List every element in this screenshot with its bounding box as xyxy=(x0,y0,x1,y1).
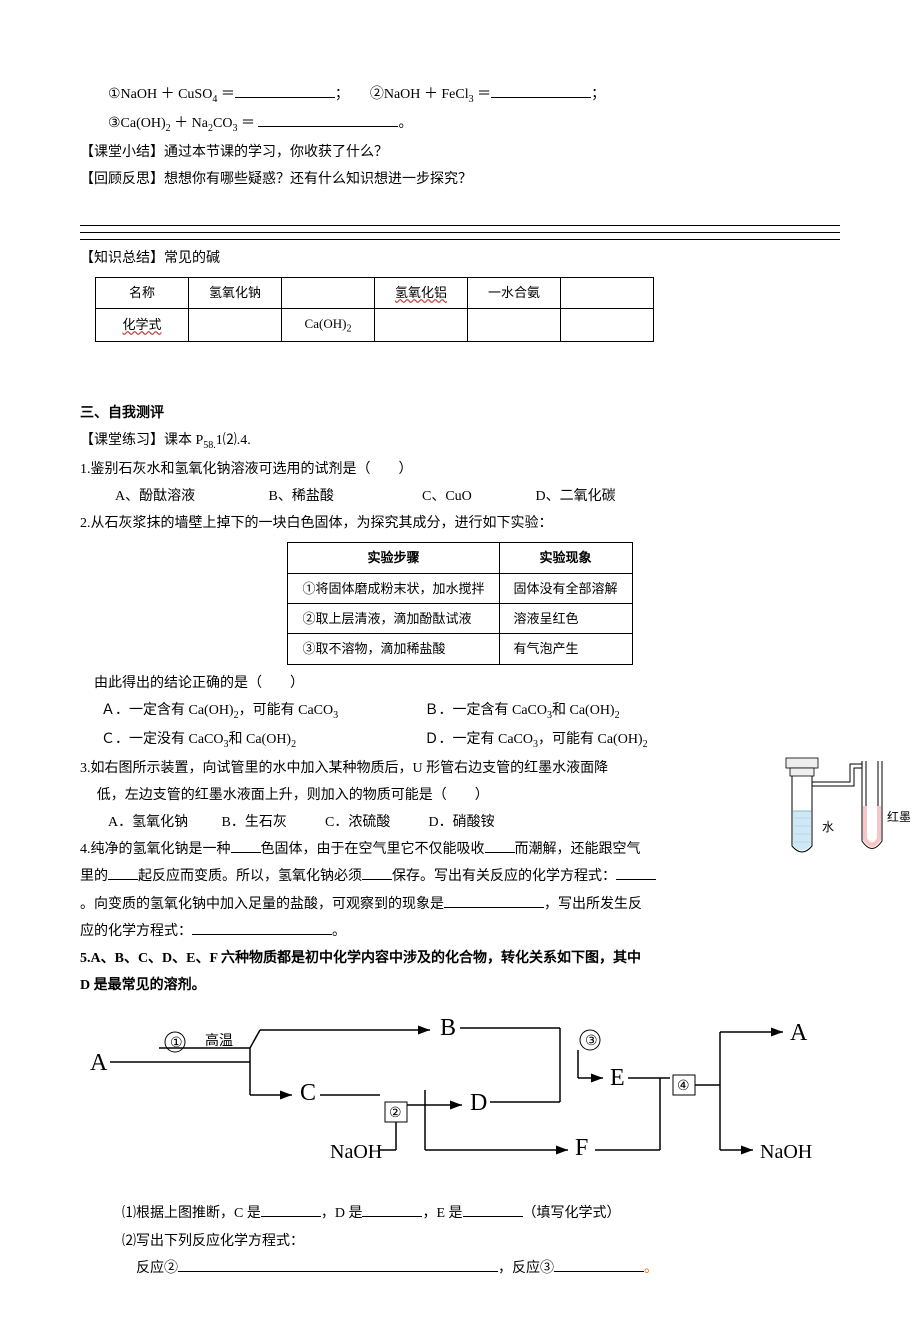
eq1-text: ①NaOH ＋ CuSO xyxy=(108,87,212,102)
practice-ref: 【课堂练习】课本 P58.1⑵.4. xyxy=(80,428,840,455)
cell: 一水合氨 xyxy=(468,278,561,308)
class-summary: 【课堂小结】通过本节课的学习，你收获了什么？ xyxy=(80,140,840,165)
question-5a: 5.A、B、C、D、E、F 六种物质都是初中化学内容中涉及的化合物，转化关系如下… xyxy=(80,946,840,971)
td: 有气泡产生 xyxy=(499,634,632,664)
svg-text:F: F xyxy=(575,1135,588,1161)
svg-text:高温: 高温 xyxy=(205,1032,233,1049)
knowledge-summary-title: 【知识总结】常见的碱 xyxy=(80,246,840,271)
cell: 氢氧化铝 xyxy=(395,285,447,300)
option-c: C、CuO xyxy=(422,484,532,509)
blank xyxy=(235,83,335,98)
question-4-line2: 里的起反应而变质。所以，氢氧化钠必须保存。写出有关反应的化学方程式： xyxy=(80,864,840,889)
q2-conclusion: 由此得出的结论正确的是（ ） xyxy=(80,671,840,696)
write-line xyxy=(80,232,840,233)
cell xyxy=(189,308,282,342)
svg-text:A: A xyxy=(790,1020,808,1046)
svg-text:NaOH: NaOH xyxy=(330,1141,382,1163)
q3-options: A．氢氧化钠 B．生石灰 C．浓硫酸 D．硝酸铵 xyxy=(80,810,840,835)
cell: 名称 xyxy=(96,278,189,308)
cell: 化学式 xyxy=(122,317,161,332)
review-reflection: 【回顾反思】想想你有哪些疑惑？还有什么知识想进一步探究？ xyxy=(80,167,840,192)
write-line xyxy=(80,225,840,226)
blank xyxy=(491,83,591,98)
svg-text:②: ② xyxy=(389,1106,402,1121)
cell xyxy=(561,278,654,308)
svg-text:A: A xyxy=(90,1050,108,1076)
cell xyxy=(282,278,375,308)
q1-options: A、酚酞溶液 B、稀盐酸 C、CuO D、二氧化碳 xyxy=(80,484,840,509)
bases-table: 名称 氢氧化钠 氢氧化铝 一水合氨 化学式 Ca(OH)2 xyxy=(95,277,654,342)
q5-sub1: ⑴根据上图推断，C 是，D 是，E 是（填写化学式） xyxy=(80,1201,840,1226)
q2-options-row1: Ａ．一定含有 Ca(OH)2，可能有 CaCO3 Ｂ．一定含有 CaCO3和 C… xyxy=(80,698,840,725)
td: 固体没有全部溶解 xyxy=(499,573,632,603)
blank xyxy=(258,112,398,127)
red-ink-label: 红墨水 xyxy=(887,809,910,824)
cell: 氢氧化钠 xyxy=(189,278,282,308)
section-3-title: 三、自我测评 xyxy=(80,401,840,426)
svg-text:C: C xyxy=(300,1080,316,1106)
svg-text:③: ③ xyxy=(585,1034,598,1049)
option-c: C．浓硫酸 xyxy=(325,810,425,835)
svg-text:D: D xyxy=(470,1090,487,1116)
th: 实验现象 xyxy=(499,543,632,573)
cell: Ca(OH)2 xyxy=(282,308,375,342)
svg-text:④: ④ xyxy=(677,1079,690,1094)
apparatus-diagram: 水 红墨水 xyxy=(780,756,910,866)
equation-line-2: ③Ca(OH)2 ＋ Na2CO3 ＝ 。 xyxy=(80,111,840,138)
td: ③取不溶物，滴加稀盐酸 xyxy=(288,634,499,664)
water-label: 水 xyxy=(822,820,834,834)
option-d: D．硝酸铵 xyxy=(429,810,495,835)
question-3b: 低，左边支管的红墨水液面上升，则加入的物质可能是（ ） xyxy=(80,783,840,808)
equation-line-1: ①NaOH ＋ CuSO4 ＝； ②NaOH ＋ FeCl3 ＝； xyxy=(80,82,840,109)
svg-text:B: B xyxy=(440,1015,456,1041)
option-a: A、酚酞溶液 xyxy=(115,484,265,509)
question-5b: D 是最常见的溶剂。 xyxy=(80,973,840,998)
option-a: A．氢氧化钠 xyxy=(108,810,218,835)
write-line xyxy=(80,239,840,240)
td: 溶液呈红色 xyxy=(499,604,632,634)
svg-text:NaOH: NaOH xyxy=(760,1141,812,1163)
td: ①将固体磨成粉末状，加水搅拌 xyxy=(288,573,499,603)
cell xyxy=(375,308,468,342)
question-4-line3: 。向变质的氢氧化钠中加入足量的盐酸，可观察到的现象是，写出所发生反 xyxy=(80,892,840,917)
q5-sub2: ⑵写出下列反应化学方程式： xyxy=(80,1229,840,1254)
svg-text:E: E xyxy=(610,1065,625,1091)
cell xyxy=(468,308,561,342)
option-d: D、二氧化碳 xyxy=(536,484,686,509)
th: 实验步骤 xyxy=(288,543,499,573)
flowchart-diagram: A B C D E F A NaOH NaOH ① 高温 ② ③ ④ xyxy=(80,1010,820,1180)
q2-options-row2: Ｃ．一定没有 CaCO3和 Ca(OH)2 Ｄ．一定有 CaCO3，可能有 Ca… xyxy=(80,727,840,754)
question-1: 1.鉴别石灰水和氢氧化钠溶液可选用的试剂是（ ） xyxy=(80,457,840,482)
option-b: B、稀盐酸 xyxy=(269,484,419,509)
cell xyxy=(561,308,654,342)
q5-sub2-eq: 反应②，反应③。 xyxy=(80,1256,840,1281)
question-3a: 3.如右图所示装置，向试管里的水中加入某种物质后，U 形管右边支管的红墨水液面降 xyxy=(80,756,840,781)
question-4-line4: 应的化学方程式：。 xyxy=(80,919,840,944)
question-2: 2.从石灰浆抹的墙壁上掉下的一块白色固体，为探究其成分，进行如下实验： xyxy=(80,511,840,536)
experiment-table: 实验步骤实验现象 ①将固体磨成粉末状，加水搅拌固体没有全部溶解 ②取上层清液，滴… xyxy=(287,542,632,665)
question-4: 4.纯净的氢氧化钠是一种色固体，由于在空气里它不仅能吸收而潮解，还能跟空气 xyxy=(80,837,840,862)
option-b: B．生石灰 xyxy=(222,810,322,835)
td: ②取上层清液，滴加酚酞试液 xyxy=(288,604,499,634)
